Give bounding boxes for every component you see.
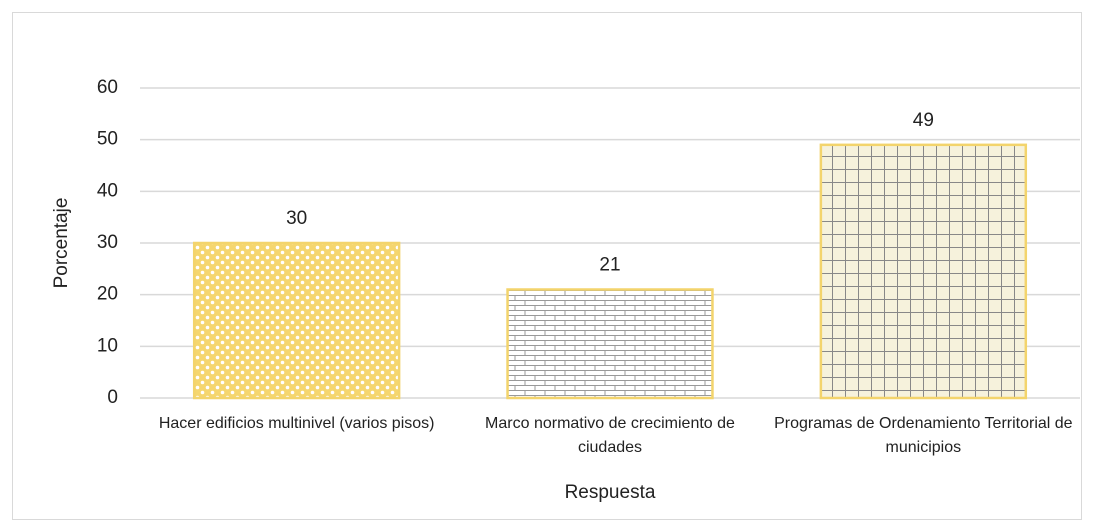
value-label: 21 — [599, 255, 620, 276]
x-tick-label: Marco normativo de crecimiento de ciudad… — [485, 415, 735, 456]
x-axis-title: Respuesta — [565, 482, 656, 503]
y-tick-label: 10 — [97, 335, 118, 356]
bar — [192, 241, 401, 400]
y-tick-label: 0 — [107, 387, 118, 408]
value-label: 49 — [913, 110, 934, 131]
x-tick-label: Hacer edificios multinivel (varios pisos… — [158, 415, 435, 432]
y-tick-label: 50 — [97, 129, 118, 150]
y-tick-label: 60 — [97, 77, 118, 98]
x-tick-label: Programas de Ordenamiento Territorial de… — [774, 415, 1073, 456]
y-tick-label: 40 — [97, 180, 118, 201]
frame — [12, 12, 1082, 520]
value-label: 30 — [286, 208, 307, 229]
bar — [506, 288, 714, 400]
bar — [819, 143, 1028, 400]
y-axis-title: Porcentaje — [51, 198, 72, 289]
y-tick-label: 20 — [97, 284, 118, 305]
y-tick-label: 30 — [97, 232, 118, 253]
